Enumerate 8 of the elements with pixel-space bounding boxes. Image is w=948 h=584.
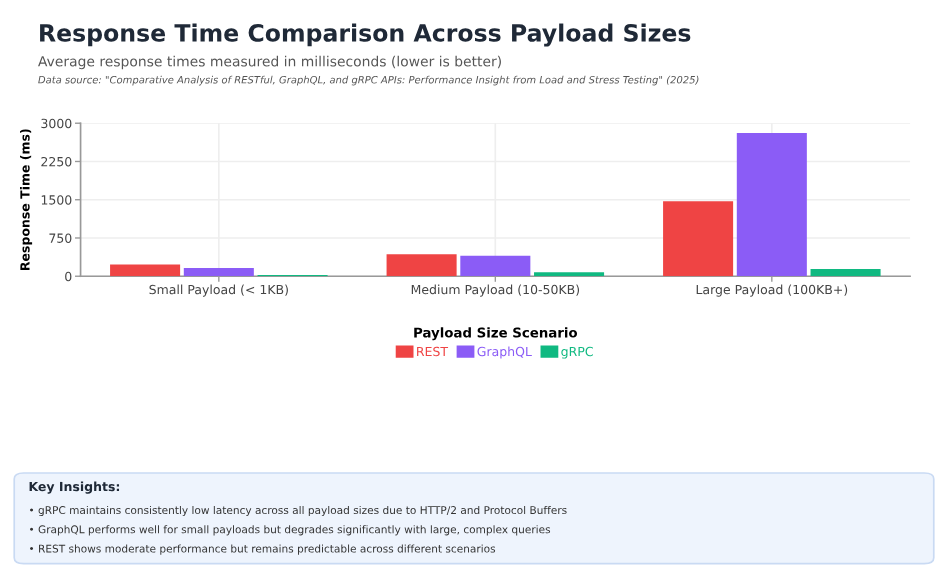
bar: [460, 255, 531, 277]
bar: [810, 269, 881, 277]
bar: [736, 132, 807, 277]
bar: [183, 268, 254, 277]
bar: [663, 201, 734, 277]
bar: [110, 264, 181, 277]
bar: [386, 254, 457, 277]
chart-title: Response Time Comparison Across Payload Sizes: [40, 23, 691, 47]
